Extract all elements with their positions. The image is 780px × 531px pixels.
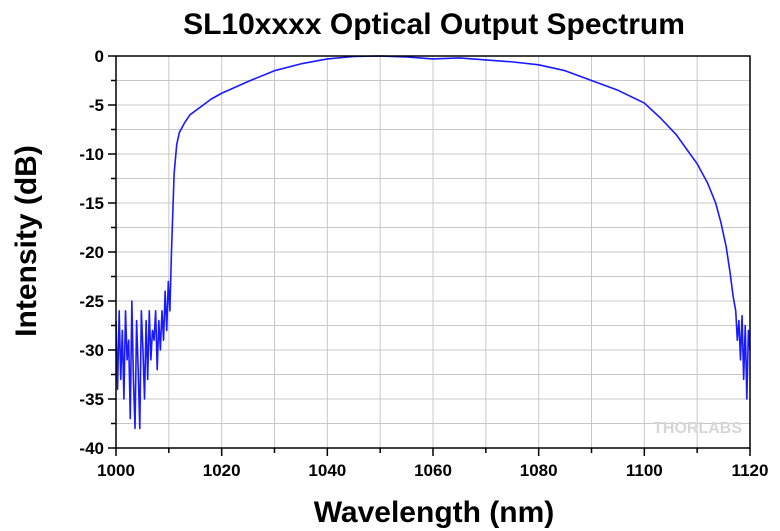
spectrum-series-line xyxy=(115,55,751,430)
axis-ticks: 1000 1020 1040 1060 1080 1100 1120 0 -5 -10 -15 -20… xyxy=(79,47,768,480)
x-tick-label: 1020 xyxy=(203,461,241,480)
x-axis-label: Wavelength (nm) xyxy=(314,496,555,529)
grid-lines xyxy=(115,55,751,449)
y-tick-label: -35 xyxy=(79,390,104,409)
y-tick-label: -30 xyxy=(79,341,104,360)
y-tick-label: -20 xyxy=(79,243,104,262)
plot-area xyxy=(115,55,751,430)
y-tick-label: -10 xyxy=(79,145,104,164)
y-axis-label: Intensity (dB) xyxy=(10,145,43,337)
x-tick-label: 1040 xyxy=(308,461,346,480)
y-tick-label: -40 xyxy=(79,439,104,458)
x-tick-label: 1100 xyxy=(626,461,663,480)
x-tick-label: 1000 xyxy=(97,461,135,480)
x-tick-label: 1080 xyxy=(520,461,558,480)
y-tick-label: -5 xyxy=(89,96,104,115)
thorlabs-watermark: THORLABS xyxy=(653,420,742,437)
y-tick-label: 0 xyxy=(95,47,104,66)
chart-title: SL10xxxx Optical Output Spectrum xyxy=(183,8,685,41)
x-tick-label: 1060 xyxy=(414,461,452,480)
y-tick-label: -25 xyxy=(79,292,104,311)
x-tick-label: 1120 xyxy=(732,461,769,480)
y-tick-label: -15 xyxy=(79,194,104,213)
